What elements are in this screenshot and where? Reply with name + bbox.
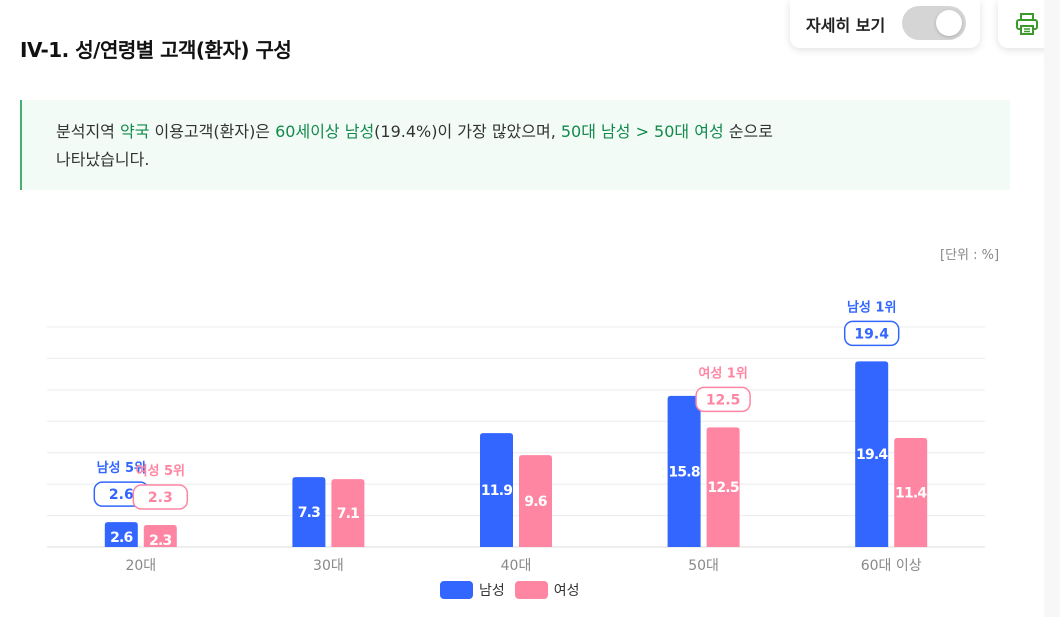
detail-toggle-label: 자세히 보기: [806, 16, 886, 35]
summary-highlight-region: 약국: [119, 122, 150, 141]
chart-legend: 남성 여성: [440, 580, 590, 600]
annotation-rank-label: 여성 5위: [136, 463, 185, 479]
data-label: 9.6: [524, 494, 546, 510]
scrollbar[interactable]: [1044, 0, 1060, 617]
summary-text: 나타났습니다.: [56, 150, 150, 169]
annotation-rank-label: 남성 5위: [97, 460, 146, 476]
annotation-value-box: [132, 484, 189, 510]
summary-text: 분석지역: [56, 122, 120, 141]
annotation-value-box: [843, 320, 900, 347]
bar-male: [855, 361, 889, 547]
data-label: 12.5: [707, 480, 738, 496]
annotation-value: 2.3: [148, 490, 173, 506]
legend-swatch-male: [440, 581, 473, 599]
bar-male: [480, 433, 513, 547]
annotation-rank-label: 남성 1위: [847, 299, 896, 315]
unit-label: [단위 : %]: [940, 248, 1000, 263]
annotation-value: 12.5: [706, 392, 741, 408]
data-label: 7.3: [298, 505, 320, 521]
x-tick-label: 40대: [501, 558, 532, 574]
bar-female: [143, 525, 177, 547]
summary-text: (19.4%)이 가장 많았으며,: [374, 122, 561, 141]
annotation-value: 19.4: [854, 326, 889, 342]
detail-toggle-switch[interactable]: [902, 6, 966, 40]
summary-box: 분석지역 약국 이용고객(환자)은 60세이상 남성(19.4%)이 가장 많았…: [20, 100, 1010, 190]
data-label: 15.8: [668, 464, 699, 480]
bar-female: [894, 437, 928, 547]
data-label: 11.4: [895, 485, 927, 501]
bar-chart: 20대 2.6 2.3 30대 7.3 7.1 40대 11.9 9.6 50대 15.8 12.5 6…: [47, 299, 985, 574]
data-label: 19.4: [856, 447, 888, 463]
data-label: 2.3: [149, 533, 171, 549]
summary-highlight-top: 60세이상 남성: [275, 122, 375, 141]
detail-toggle-container: 자세히 보기: [790, 0, 980, 48]
legend-item-male[interactable]: 남성: [440, 580, 505, 600]
annotation-value-box: [695, 386, 751, 413]
legend-item-female[interactable]: 여성: [514, 580, 580, 600]
x-tick-label: 20대: [125, 558, 156, 574]
bar-female: [331, 479, 365, 547]
bar-female: [519, 455, 552, 547]
toggle-knob: [936, 10, 962, 36]
x-tick-label: 60대 이상: [861, 558, 922, 574]
x-tick-label: 50대: [688, 558, 719, 574]
summary-text: 이용고객(환자)은: [149, 122, 276, 141]
summary-text: 순으로: [723, 122, 773, 141]
bar-male: [104, 522, 138, 547]
annotation-rank-label: 여성 1위: [698, 365, 747, 381]
legend-swatch-female: [514, 581, 548, 599]
data-label: 11.9: [481, 483, 512, 499]
data-label: 2.6: [110, 530, 132, 546]
x-tick-label: 30대: [313, 558, 344, 574]
printer-icon: [1016, 13, 1038, 35]
summary-highlight-order: 50대 남성 > 50대 여성: [560, 122, 724, 141]
legend-label-male: 남성: [479, 583, 505, 599]
legend-label-female: 여성: [553, 583, 580, 599]
page-title: IV-1. 성/연령별 고객(환자) 구성: [20, 38, 292, 62]
bar-male: [292, 477, 326, 547]
annotation-value: 2.6: [109, 487, 134, 503]
bar-female: [706, 427, 740, 547]
data-label: 7.1: [337, 506, 359, 522]
bar-male: [667, 395, 701, 547]
